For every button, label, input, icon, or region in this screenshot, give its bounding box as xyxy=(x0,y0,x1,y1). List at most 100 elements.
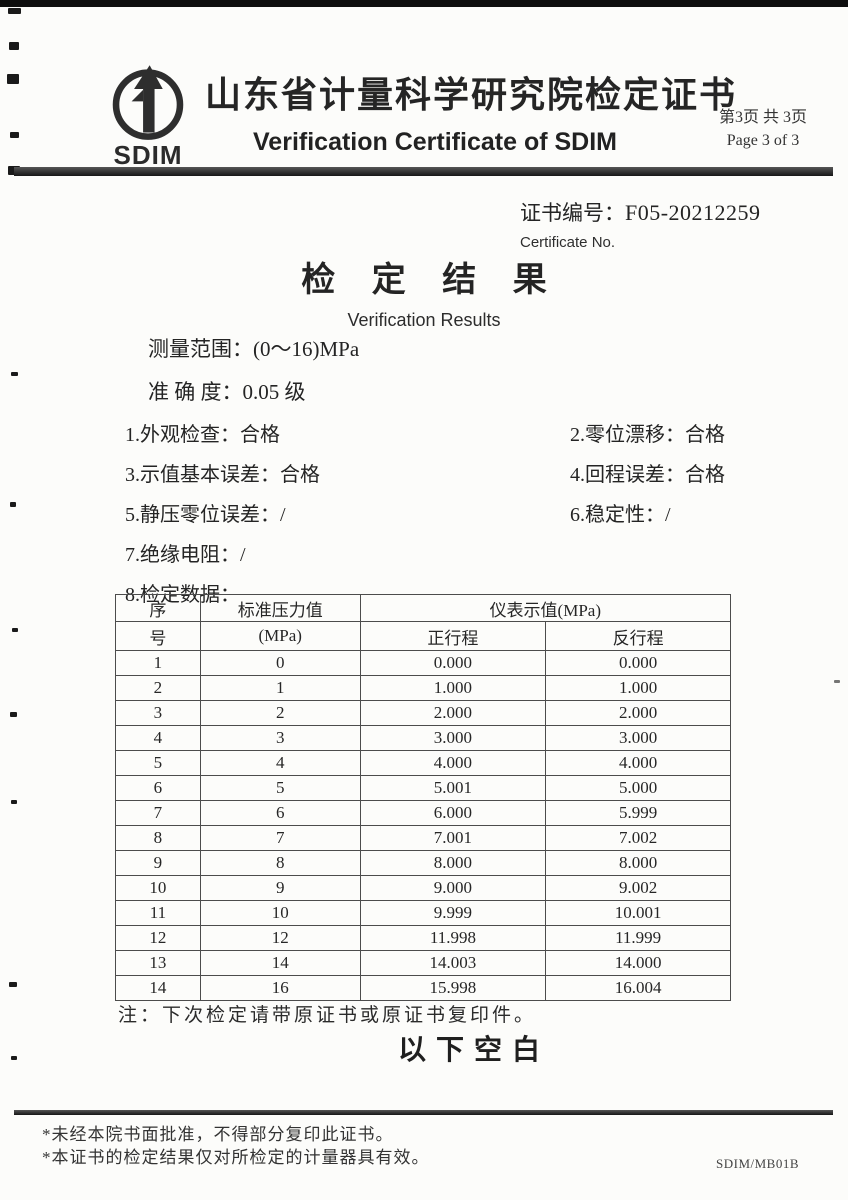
table-cell: 7.001 xyxy=(359,825,547,851)
table-cell: 8.000 xyxy=(359,850,547,876)
table-cell: 8 xyxy=(199,850,361,876)
check-item-basic-error: 3.示值基本误差：合格 xyxy=(125,464,320,486)
table-cell: 5 xyxy=(199,775,361,801)
accuracy-value: 0.05 级 xyxy=(242,380,306,404)
table-header-row-2: 号 (MPa) 正行程 反行程 xyxy=(115,621,731,651)
col-upstroke-header: 正行程 xyxy=(359,621,547,651)
title-chinese: 山东省计量科学研究院检定证书 xyxy=(205,75,738,115)
table-header-row-1: 序 标准压力值 仪表示值(MPa) xyxy=(115,594,732,622)
table-row: 12 12 11.998 11.999 xyxy=(115,925,731,951)
table-cell: 9.999 xyxy=(359,900,547,926)
table-cell: 9 xyxy=(199,875,361,901)
certificate-number-block: 证书编号：F05-20212259 Certificate No. xyxy=(520,197,761,251)
table-row: 3 2 2.000 2.000 xyxy=(115,700,731,726)
table-cell: 3.000 xyxy=(359,725,547,751)
table-cell: 9 xyxy=(115,850,201,876)
table-row: 1 0 0.000 0.000 xyxy=(115,650,731,676)
table-cell: 5.999 xyxy=(545,800,731,826)
form-code: SDIM/MB01B xyxy=(716,1156,800,1171)
scan-artifact xyxy=(12,628,18,632)
check-item-insulation: 7.绝缘电阻：/ xyxy=(125,544,246,566)
page-indicator-en: Page 3 of 3 xyxy=(726,132,800,149)
table-cell: 5 xyxy=(115,750,201,776)
scan-artifact xyxy=(8,8,21,14)
check-item-zero-drift: 2.零位漂移：合格 xyxy=(570,424,725,446)
page-indicator-zh: 第3页 共 3页 xyxy=(718,109,807,126)
table-cell: 14.003 xyxy=(359,950,547,976)
logo-text: SDIM xyxy=(113,140,183,170)
table-cell: 7.002 xyxy=(545,825,731,851)
blank-below-marker: 以下空白 xyxy=(398,1035,551,1066)
results-title-en: Verification Results xyxy=(347,310,501,330)
reverification-note: 注：下次检定请带原证书或原证书复印件。 xyxy=(118,1005,537,1026)
table-cell: 14.000 xyxy=(545,950,731,976)
scan-artifact xyxy=(10,712,17,717)
table-cell: 7 xyxy=(199,825,361,851)
check-item-static-zero: 5.静压零位误差：/ xyxy=(125,504,286,526)
check-items: 1.外观检查：合格 2.零位漂移：合格 3.示值基本误差：合格 4.回程误差：合… xyxy=(125,418,785,618)
table-cell: 10.001 xyxy=(545,900,731,926)
table-cell: 1.000 xyxy=(359,675,547,701)
measure-range-label: 测量范围： xyxy=(148,337,253,361)
table-cell: 6 xyxy=(115,775,201,801)
table-row: 11 10 9.999 10.001 xyxy=(115,900,731,926)
table-row: 2 1 1.000 1.000 xyxy=(115,675,731,701)
table-cell: 8 xyxy=(115,825,201,851)
table-cell: 1 xyxy=(199,675,361,701)
scan-artifact xyxy=(11,800,17,804)
footnote-validity: *本证书的检定结果仅对所检定的计量器具有效。 xyxy=(42,1148,430,1167)
certificate-number-value: F05-20212259 xyxy=(625,200,761,225)
table-cell: 10 xyxy=(115,875,201,901)
table-cell: 4 xyxy=(199,750,361,776)
verification-data-table: 序 标准压力值 仪表示值(MPa) 号 (MPa) 正行程 反行程 1 0 0.00… xyxy=(115,594,732,1001)
certificate-number-label-en: Certificate No. xyxy=(520,234,616,251)
footer-divider xyxy=(14,1110,833,1115)
table-cell: 4.000 xyxy=(359,750,547,776)
verification-table-body: 序 标准压力值 仪表示值(MPa) 号 (MPa) 正行程 反行程 1 0 0.00… xyxy=(115,594,732,1001)
footnote-copy-restriction: *未经本院书面批准，不得部分复印此证书。 xyxy=(42,1125,394,1144)
results-title-zh: 检 定 结 果 xyxy=(301,262,561,299)
scan-artifact xyxy=(11,1056,17,1060)
table-cell: 15.998 xyxy=(359,975,547,1001)
accuracy-line: 准 确 度：0.05 级 xyxy=(148,376,306,406)
table-cell: 8.000 xyxy=(545,850,731,876)
table-cell: 16.004 xyxy=(545,975,731,1001)
table-cell: 16 xyxy=(199,975,361,1001)
table-cell: 9.002 xyxy=(545,875,731,901)
table-cell: 3 xyxy=(199,725,361,751)
header-divider xyxy=(14,167,833,176)
table-row: 6 5 5.001 5.000 xyxy=(115,775,731,801)
table-cell: 7 xyxy=(115,800,201,826)
table-cell: 6 xyxy=(199,800,361,826)
page-indicator: 第3页 共 3页 Page 3 of 3 xyxy=(698,106,828,152)
scan-artifact xyxy=(7,74,19,84)
sdim-logo: SDIM xyxy=(88,62,208,171)
table-row: 13 14 14.003 14.000 xyxy=(115,950,731,976)
table-cell: 0.000 xyxy=(359,650,547,676)
table-row: 9 8 8.000 8.000 xyxy=(115,850,731,876)
scan-artifact xyxy=(11,372,18,376)
table-cell: 13 xyxy=(115,950,201,976)
table-cell: 11 xyxy=(115,900,201,926)
sdim-logo-icon xyxy=(88,62,208,144)
table-cell: 10 xyxy=(199,900,361,926)
table-cell: 14 xyxy=(115,975,201,1001)
table-cell: 11.999 xyxy=(545,925,731,951)
title-english: Verification Certificate of SDIM xyxy=(253,128,617,156)
table-cell: 5.001 xyxy=(359,775,547,801)
table-cell: 12 xyxy=(115,925,201,951)
table-row: 7 6 6.000 5.999 xyxy=(115,800,731,826)
check-item-appearance: 1.外观检查：合格 xyxy=(125,424,280,446)
table-cell: 2 xyxy=(115,675,201,701)
scan-artifact xyxy=(9,42,19,50)
table-cell: 5.000 xyxy=(545,775,731,801)
table-row: 4 3 3.000 3.000 xyxy=(115,725,731,751)
table-cell: 3 xyxy=(115,700,201,726)
certificate-number-label: 证书编号： xyxy=(520,201,625,225)
scan-artifact xyxy=(0,0,848,7)
table-cell: 2.000 xyxy=(359,700,547,726)
col-indication-header: 仪表示值(MPa) xyxy=(359,594,732,622)
table-cell: 6.000 xyxy=(359,800,547,826)
table-cell: 1 xyxy=(115,650,201,676)
